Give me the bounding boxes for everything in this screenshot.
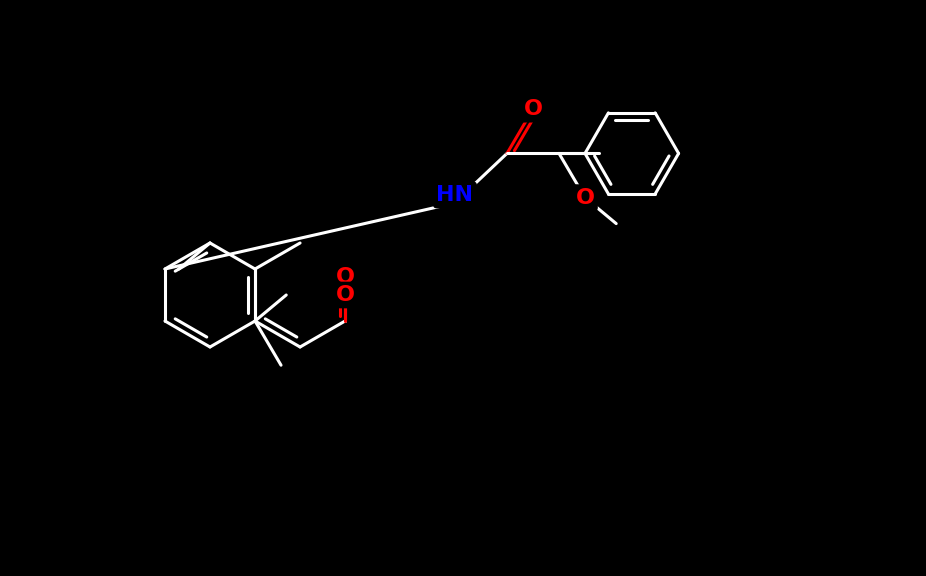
Text: HN: HN xyxy=(436,185,473,205)
Text: O: O xyxy=(523,99,543,119)
Text: O: O xyxy=(335,285,355,305)
Text: O: O xyxy=(335,267,355,287)
Text: O: O xyxy=(575,188,594,207)
